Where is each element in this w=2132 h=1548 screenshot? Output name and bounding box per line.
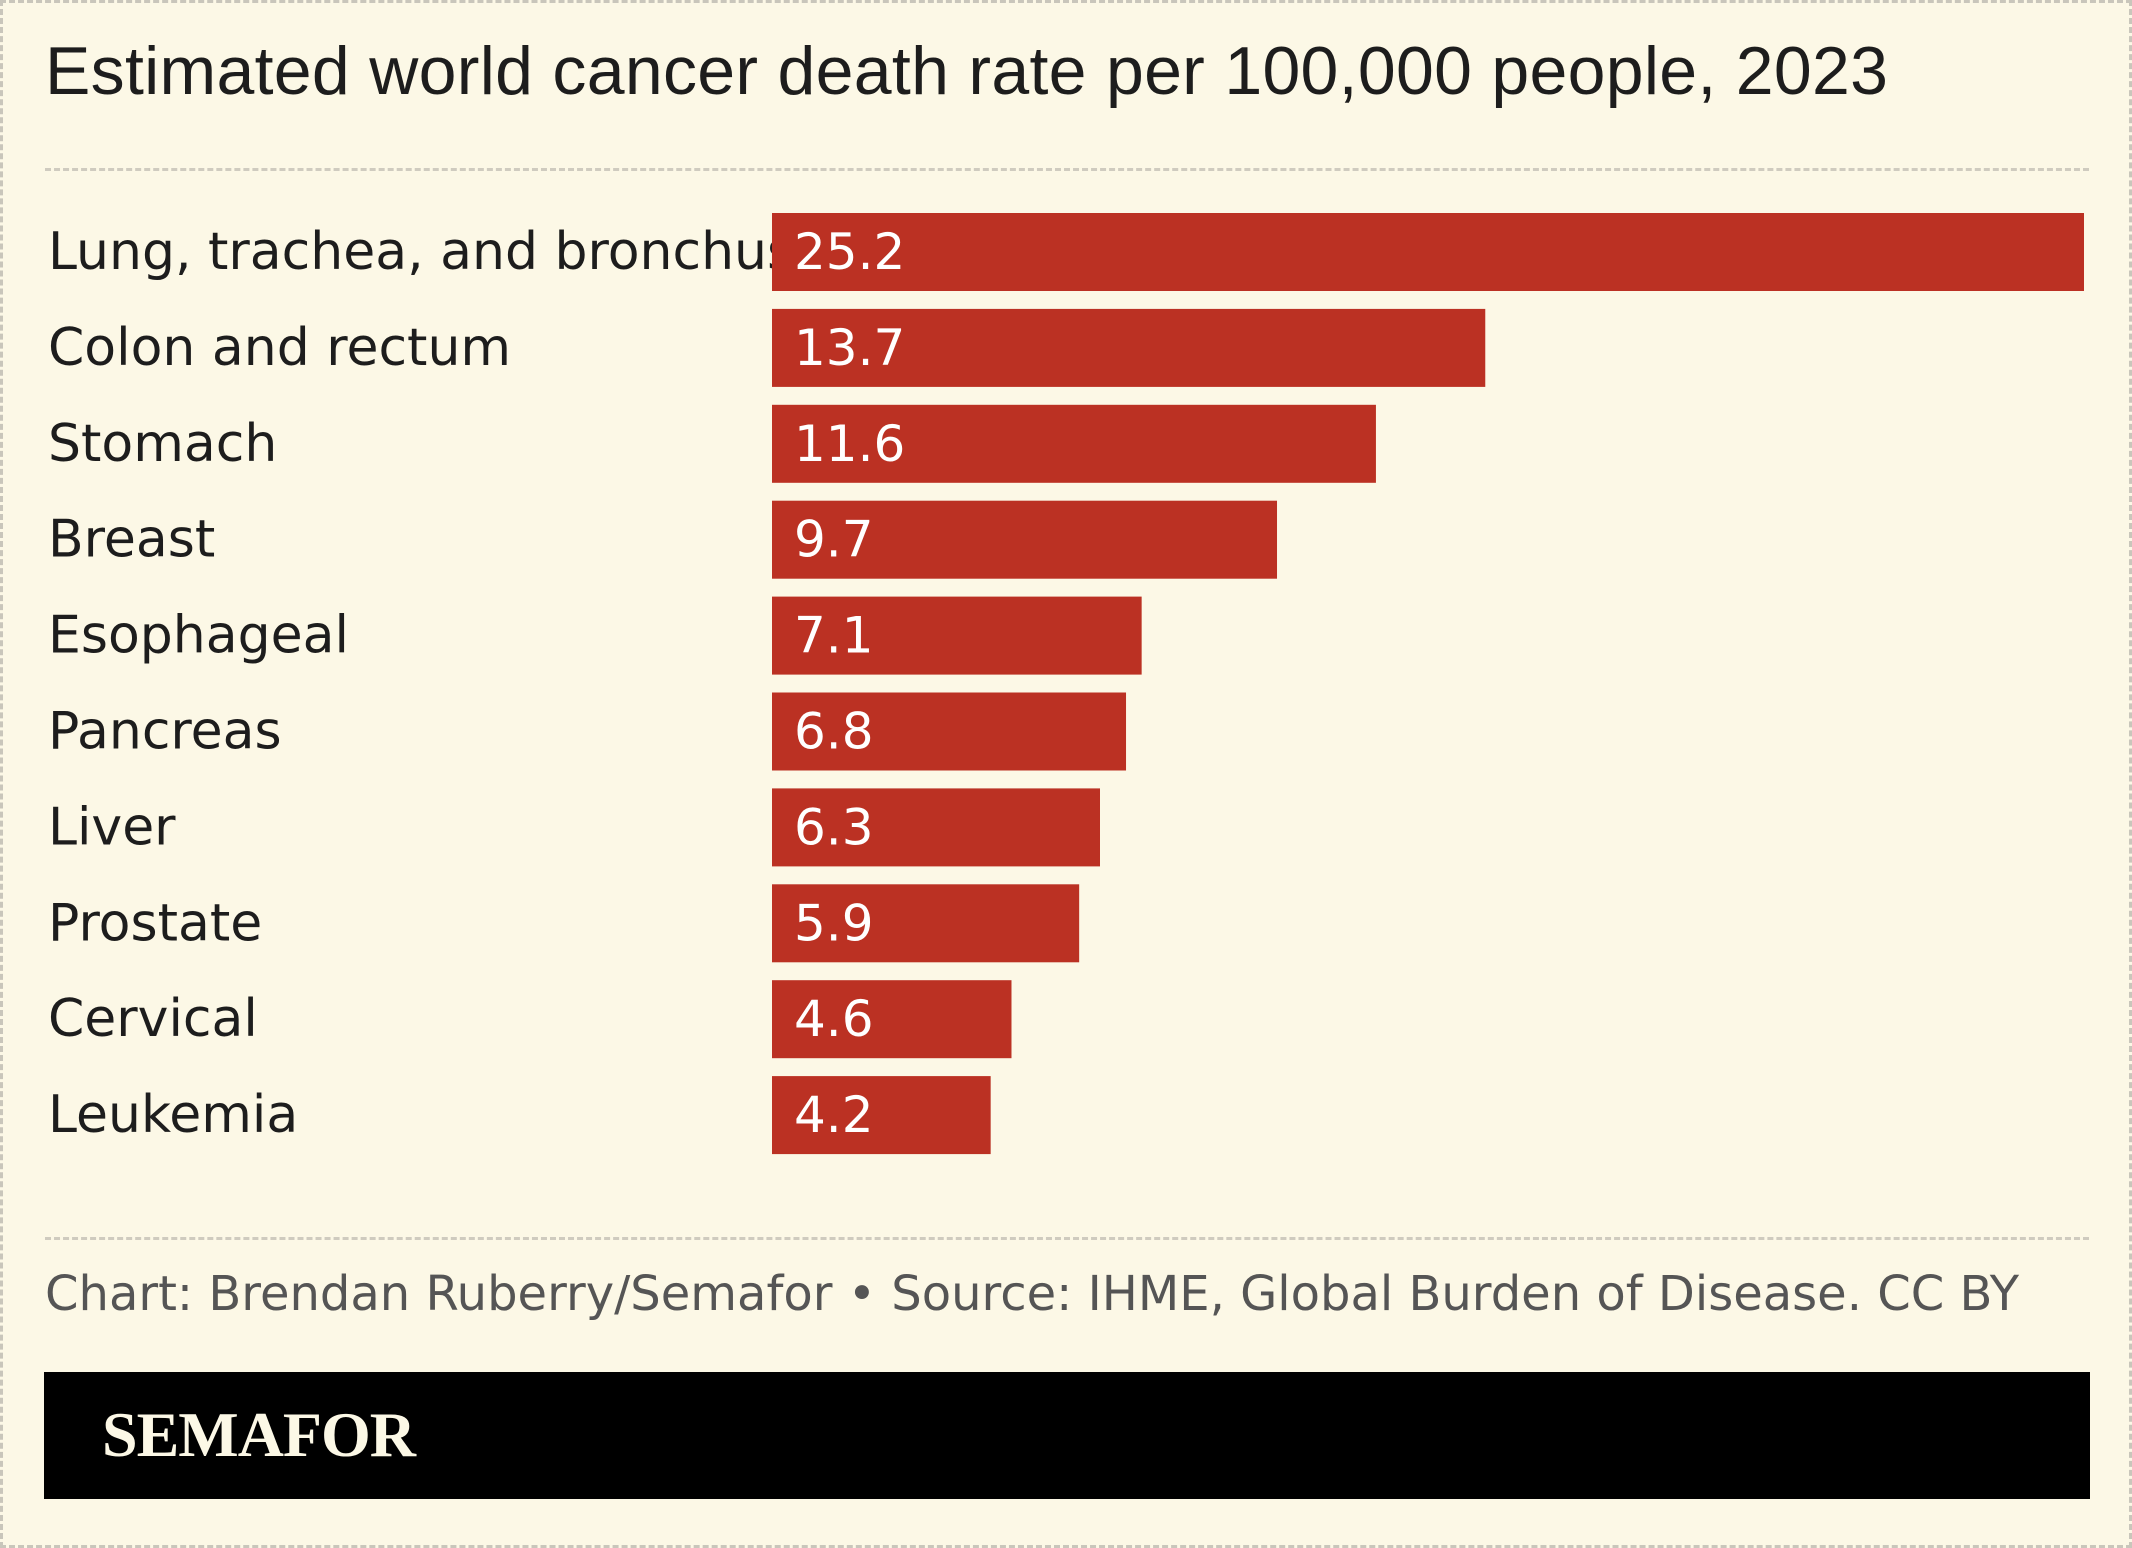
bar xyxy=(772,884,1080,963)
bar-value-label: 4.6 xyxy=(794,990,874,1048)
source-credit: Chart: Brendan Ruberry/Semafor • Source:… xyxy=(45,1266,2020,1322)
brand-logo: SEMAFOR xyxy=(102,1399,416,1470)
top-divider xyxy=(45,168,2089,171)
bar xyxy=(772,500,1278,579)
bar-value-label: 7.1 xyxy=(794,607,874,665)
bar xyxy=(772,308,1486,387)
category-label: Breast xyxy=(48,510,215,570)
bar xyxy=(772,692,1127,771)
category-label: Esophageal xyxy=(48,606,349,666)
category-label: Stomach xyxy=(48,414,277,474)
bar xyxy=(772,404,1376,483)
category-label: Colon and rectum xyxy=(48,318,511,378)
bar-value-label: 13.7 xyxy=(794,319,905,377)
chart-title: Estimated world cancer death rate per 10… xyxy=(45,33,1889,109)
bar xyxy=(772,788,1100,867)
category-label: Pancreas xyxy=(48,702,282,762)
bar-value-label: 5.9 xyxy=(794,894,874,952)
category-label: Lung, trachea, and bronchus xyxy=(48,222,794,282)
brand-footer: SEMAFOR xyxy=(44,1372,2090,1499)
bottom-divider xyxy=(45,1237,2089,1240)
bar xyxy=(772,1076,991,1155)
bar-value-label: 25.2 xyxy=(794,223,905,281)
category-label: Prostate xyxy=(48,893,262,953)
category-label: Leukemia xyxy=(48,1085,298,1145)
bar-value-label: 6.3 xyxy=(794,798,874,856)
bar-value-label: 4.2 xyxy=(794,1086,874,1144)
bar xyxy=(772,980,1012,1059)
bar-value-label: 9.7 xyxy=(794,511,874,569)
category-label: Liver xyxy=(48,797,176,857)
bar xyxy=(772,596,1142,675)
category-label: Cervical xyxy=(48,989,258,1049)
bar xyxy=(772,213,2084,291)
bar-value-label: 11.6 xyxy=(794,415,905,473)
bar-value-label: 6.8 xyxy=(794,703,874,761)
